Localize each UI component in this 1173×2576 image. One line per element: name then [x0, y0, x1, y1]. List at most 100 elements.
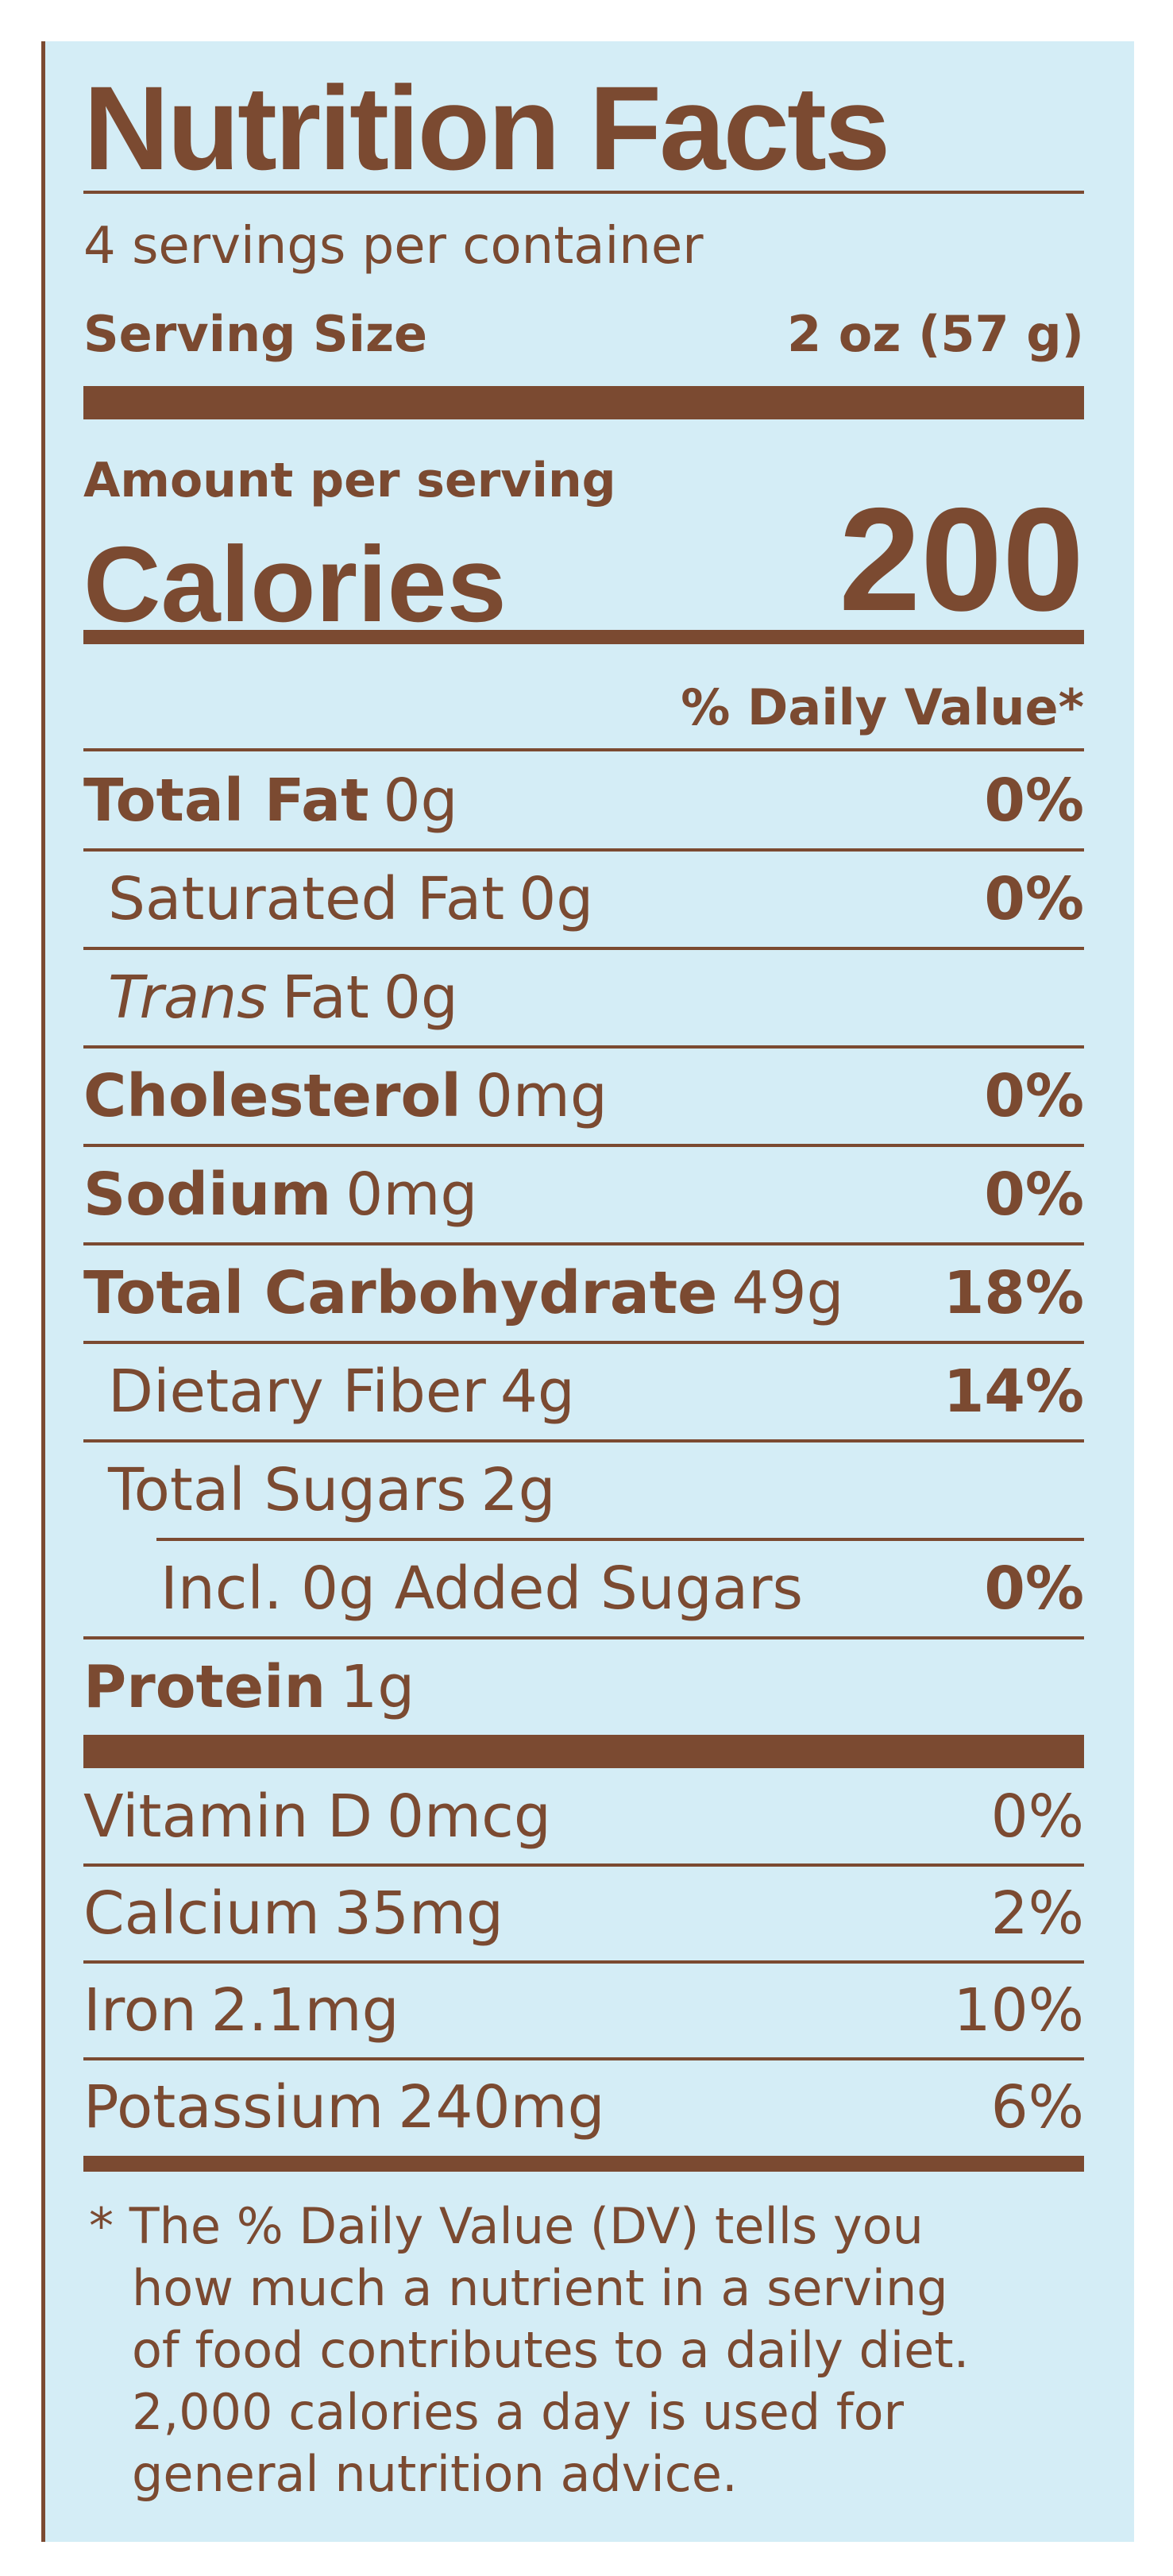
nutrient-row: Total Fat 0g 0% — [83, 751, 1084, 850]
nutrient-name: Dietary Fiber — [108, 1358, 486, 1426]
nutrient-text: Total Fat 0g — [83, 767, 458, 835]
nutrient-text: Total Sugars 2g — [108, 1456, 556, 1524]
serving-size-label: Serving Size — [83, 304, 428, 363]
vitamin-text: Iron 2.1mg — [83, 1976, 399, 2045]
nutrient-amount: 0mg — [345, 1161, 478, 1229]
rule — [83, 1242, 1084, 1246]
nutrient-name: Total Sugars — [108, 1456, 467, 1524]
medium-bar — [83, 2156, 1084, 2172]
vitamin-amount: 240mg — [398, 2073, 605, 2142]
vitamin-text: Calcium 35mg — [83, 1879, 504, 1948]
nutrient-amount: 0g — [383, 767, 458, 835]
nutrient-text: Total Carbohydrate 49g — [83, 1259, 844, 1327]
nutrient-text: Protein 1g — [83, 1653, 415, 1721]
vitamin-dv: 6% — [990, 2073, 1084, 2142]
serving-size-value: 2 oz (57 g) — [787, 304, 1084, 363]
rule — [83, 1045, 1084, 1049]
vitamin-amount: 2.1mg — [210, 1976, 399, 2045]
nutrient-row: Dietary Fiber 4g 14% — [83, 1342, 1084, 1441]
vitamin-row: Vitamin D 0mcg 0% — [83, 1768, 1084, 1865]
footnote-line: of food contributes to a daily diet. — [132, 2321, 970, 2379]
vitamin-text: Vitamin D 0mcg — [83, 1782, 551, 1851]
nutrient-amount: 0g — [519, 865, 594, 933]
nutrient-dv: 0% — [984, 865, 1084, 933]
rule — [83, 1341, 1084, 1344]
nutrient-amount: 0g — [383, 964, 458, 1032]
servings: 4 servings per container — [83, 217, 704, 276]
vitamin-row: Iron 2.1mg 10% — [83, 1962, 1084, 2059]
rule — [83, 848, 1084, 852]
nutrient-text: Trans Fat 0g — [108, 964, 458, 1032]
rule — [83, 191, 1084, 194]
vitamin-name: Iron — [83, 1976, 197, 2045]
rule — [83, 1863, 1084, 1867]
footnote-line: how much a nutrient in a serving — [132, 2259, 948, 2317]
rule — [83, 2057, 1084, 2060]
nutrient-text: Incl. 0g Added Sugars — [160, 1554, 817, 1623]
nutrient-row: Incl. 0g Added Sugars 0% — [83, 1539, 1084, 1638]
nutrient-row: Sodium 0mg 0% — [83, 1145, 1084, 1244]
vitamin-text: Potassium 240mg — [83, 2073, 605, 2142]
nutrient-dv: 14% — [943, 1358, 1084, 1426]
nutrient-amount: 4g — [500, 1358, 575, 1426]
vitamin-name: Vitamin D — [83, 1782, 372, 1851]
nutrient-row: Trans Fat 0g — [83, 948, 1084, 1047]
vitamin-amount: 35mg — [334, 1879, 504, 1948]
amount-label: Amount per serving — [83, 453, 616, 508]
medium-bar — [83, 630, 1084, 644]
rule — [83, 1636, 1084, 1639]
footnote-line: * The % Daily Value (DV) tells you — [89, 2197, 924, 2255]
vitamin-name: Calcium — [83, 1879, 320, 1948]
nutrient-dv: 18% — [943, 1259, 1084, 1327]
rule — [83, 748, 1084, 751]
vitamin-row: Calcium 35mg 2% — [83, 1865, 1084, 1962]
nutrient-name: Saturated Fat — [108, 865, 505, 933]
nutrient-name: Total Carbohydrate — [83, 1259, 718, 1327]
nutrient-row: Protein 1g — [83, 1638, 1084, 1736]
nutrient-amount: 2g — [480, 1456, 556, 1524]
footnote-line: general nutrition advice. — [132, 2445, 738, 2503]
nutrient-row: Total Carbohydrate 49g 18% — [83, 1244, 1084, 1342]
rule — [83, 1144, 1084, 1147]
nutrient-amount: 49g — [731, 1259, 844, 1327]
nutrient-name: Incl. 0g Added Sugars — [160, 1554, 804, 1623]
nutrient-name-italic: Trans — [108, 964, 268, 1032]
footnote-line: 2,000 calories a day is used for — [132, 2383, 905, 2441]
dv-header: % Daily Value* — [681, 678, 1084, 736]
nutrient-text: Sodium 0mg — [83, 1161, 477, 1229]
rule — [156, 1538, 1084, 1541]
thick-bar — [83, 386, 1084, 419]
vitamin-row: Potassium 240mg 6% — [83, 2059, 1084, 2156]
vitamin-dv: 2% — [990, 1879, 1084, 1948]
rule — [83, 1439, 1084, 1442]
nutrient-text: Cholesterol 0mg — [83, 1062, 608, 1130]
nutrient-text: Saturated Fat 0g — [108, 865, 593, 933]
nutrient-dv: 0% — [984, 1554, 1084, 1623]
calories-label: Calories — [83, 523, 507, 644]
vitamin-dv: 0% — [990, 1782, 1084, 1851]
nutrient-amount: 1g — [340, 1653, 415, 1721]
nutrient-row: Total Sugars 2g — [83, 1441, 1084, 1539]
rule — [83, 1960, 1084, 1964]
thick-bar — [83, 1735, 1084, 1768]
nutrient-text: Dietary Fiber 4g — [108, 1358, 575, 1426]
nutrient-name: Sodium — [83, 1161, 332, 1229]
vitamin-name: Potassium — [83, 2073, 384, 2142]
title: Nutrition Facts — [83, 61, 890, 195]
nutrient-name: Total Fat — [83, 767, 369, 835]
calories-value: 200 — [839, 478, 1084, 642]
rule — [83, 947, 1084, 950]
nutrient-name: Fat — [281, 964, 369, 1032]
nutrient-row: Cholesterol 0mg 0% — [83, 1047, 1084, 1145]
nutrient-name: Cholesterol — [83, 1062, 461, 1130]
nutrient-dv: 0% — [984, 1161, 1084, 1229]
nutrient-dv: 0% — [984, 1062, 1084, 1130]
nutrient-dv: 0% — [984, 767, 1084, 835]
label-panel — [41, 41, 1134, 2542]
vitamin-dv: 10% — [953, 1976, 1084, 2045]
nutrient-name: Protein — [83, 1653, 326, 1721]
nutrient-row: Saturated Fat 0g 0% — [83, 850, 1084, 948]
vitamin-amount: 0mcg — [386, 1782, 551, 1851]
nutrient-amount: 0mg — [475, 1062, 608, 1130]
